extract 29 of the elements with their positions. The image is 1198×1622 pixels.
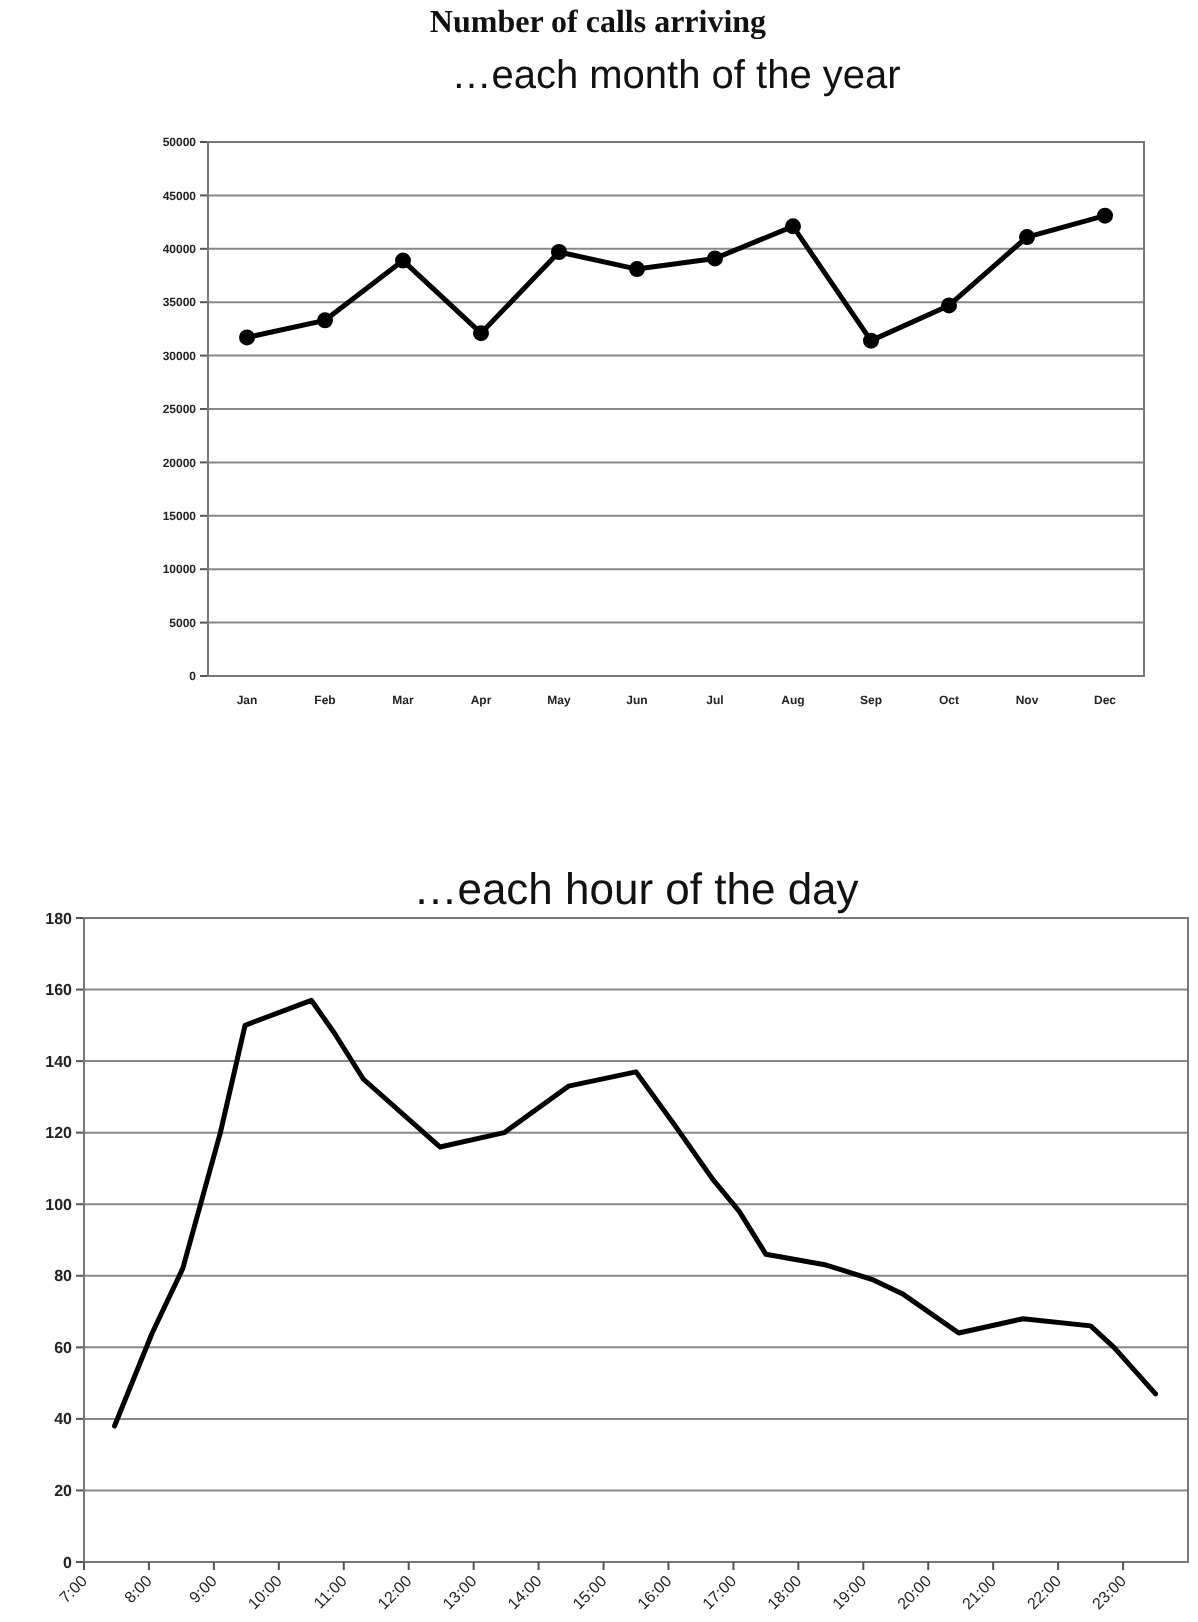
y-tick-label: 140 [45, 1052, 74, 1071]
point [1019, 229, 1035, 246]
x-tick-label: 7:00 [56, 1571, 92, 1607]
point [863, 332, 879, 349]
point [473, 325, 489, 342]
point [317, 312, 333, 329]
y-tick-label: 40 [54, 1410, 74, 1429]
point [551, 244, 567, 260]
point [941, 297, 957, 314]
chart-subtitle: …each month of the year [451, 54, 902, 98]
x-tick-label: 8:00 [120, 1571, 157, 1607]
point [629, 261, 645, 278]
y-tick-label: 20 [54, 1482, 74, 1501]
y-tick-label: 180 [45, 909, 74, 928]
y-tick-label: 100 [45, 1195, 74, 1214]
line-series [112, 997, 1159, 1429]
y-tick-label: 80 [54, 1267, 74, 1286]
y-tick-label: 160 [45, 981, 74, 1000]
point [707, 250, 723, 267]
point [239, 329, 255, 346]
x-tick-label: 9:00 [185, 1571, 222, 1607]
y-tick-label: 60 [54, 1338, 74, 1357]
y-tick-label: 0 [63, 1553, 74, 1572]
point [1097, 207, 1113, 224]
chart-title: Number of calls arriving [429, 6, 767, 40]
point [785, 218, 801, 235]
point [395, 252, 411, 269]
y-tick-label: 120 [45, 1124, 74, 1143]
chart-title: …each hour of the day [413, 864, 859, 914]
